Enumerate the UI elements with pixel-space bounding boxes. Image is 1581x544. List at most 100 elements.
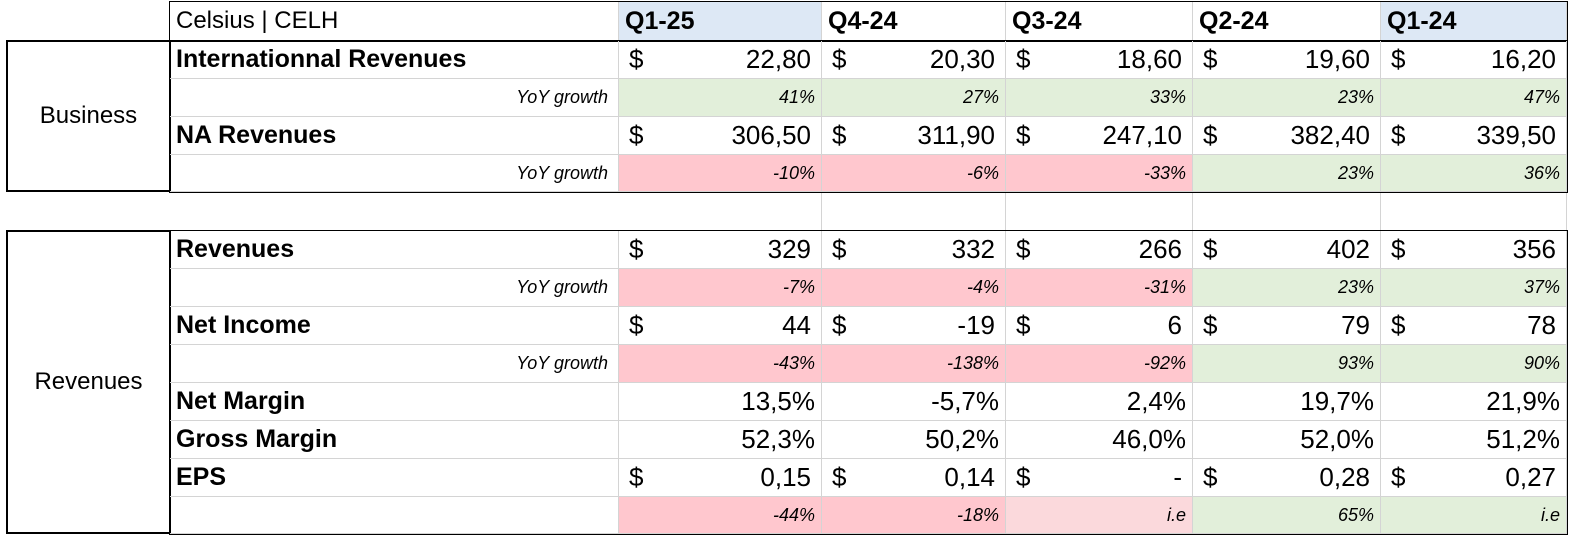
row-sublabel-yoy: YoY growth	[170, 155, 619, 192]
row-label-na-revenues: NA Revenues	[170, 117, 619, 155]
value: 20,30	[929, 44, 995, 74]
currency-symbol: $	[832, 234, 847, 264]
margin-cell: 21,9%	[1381, 383, 1567, 421]
value-cell: $20,30	[822, 41, 1006, 79]
currency-symbol: $	[1391, 310, 1406, 340]
growth-cell: 90%	[1381, 345, 1567, 383]
growth-cell: 33%	[1006, 79, 1193, 117]
value-cell: $356	[1381, 231, 1567, 269]
quarter-header: Q1-24	[1381, 2, 1567, 41]
margin-cell: 46,0%	[1006, 421, 1193, 459]
row-label-net-margin: Net Margin	[170, 383, 619, 421]
growth-cell: -4%	[822, 269, 1006, 307]
value: -	[1173, 462, 1182, 492]
currency-symbol: $	[832, 120, 847, 150]
value-cell: $0,14	[822, 459, 1006, 497]
value-cell: $19,60	[1193, 41, 1381, 79]
currency-symbol: $	[629, 310, 644, 340]
row-label-eps: EPS	[170, 459, 619, 497]
value: 18,60	[1116, 44, 1182, 74]
value-cell: $0,28	[1193, 459, 1381, 497]
quarter-header: Q3-24	[1006, 2, 1193, 41]
growth-cell: 41%	[619, 79, 822, 117]
currency-symbol: $	[832, 44, 847, 74]
row-sublabel-yoy: YoY growth	[170, 79, 619, 117]
growth-cell: -6%	[822, 155, 1006, 192]
growth-cell: -31%	[1006, 269, 1193, 307]
growth-cell: -43%	[619, 345, 822, 383]
value-cell: $332	[822, 231, 1006, 269]
currency-symbol: $	[629, 234, 644, 264]
margin-cell: 13,5%	[619, 383, 822, 421]
value: 16,20	[1490, 44, 1556, 74]
growth-cell: 47%	[1381, 79, 1567, 117]
value-cell: $382,40	[1193, 117, 1381, 155]
empty-cell	[1381, 192, 1567, 230]
value-cell: $ -	[1006, 459, 1193, 497]
value: 247,10	[1102, 120, 1182, 150]
currency-symbol: $	[832, 462, 847, 492]
growth-cell: -7%	[619, 269, 822, 307]
row-sublabel-yoy: YoY growth	[170, 269, 619, 307]
currency-symbol: $	[629, 462, 644, 492]
currency-symbol: $	[1203, 44, 1218, 74]
growth-cell: -33%	[1006, 155, 1193, 192]
margin-cell: -5,7%	[822, 383, 1006, 421]
value-cell: $0,27	[1381, 459, 1567, 497]
section-revenues: Revenues	[6, 230, 171, 534]
margin-cell: 19,7%	[1193, 383, 1381, 421]
value: 306,50	[731, 120, 811, 150]
value: 329	[767, 234, 811, 264]
currency-symbol: $	[1391, 462, 1406, 492]
value: 311,90	[917, 120, 995, 150]
growth-cell: 23%	[1193, 79, 1381, 117]
currency-symbol: $	[629, 120, 644, 150]
value: 6	[1167, 310, 1182, 340]
empty-cell	[1006, 192, 1193, 230]
value: -19	[957, 310, 995, 340]
currency-symbol: $	[1391, 234, 1406, 264]
value: 44	[782, 310, 811, 340]
margin-cell: 2,4%	[1006, 383, 1193, 421]
value: 0,15	[760, 462, 811, 492]
value-cell: $311,90	[822, 117, 1006, 155]
growth-cell: -138%	[822, 345, 1006, 383]
row-label-revenues: Revenues	[170, 231, 619, 269]
growth-cell: 27%	[822, 79, 1006, 117]
value-cell: $44	[619, 307, 822, 345]
currency-symbol: $	[1016, 310, 1031, 340]
value: 0,28	[1319, 462, 1370, 492]
section-business: Business	[6, 40, 171, 192]
currency-symbol: $	[1203, 310, 1218, 340]
currency-symbol: $	[1391, 44, 1406, 74]
growth-cell: i.e	[1006, 497, 1193, 534]
value: 19,60	[1304, 44, 1370, 74]
currency-symbol: $	[1203, 462, 1218, 492]
currency-symbol: $	[1016, 234, 1031, 264]
value-cell: $0,15	[619, 459, 822, 497]
currency-symbol: $	[1203, 120, 1218, 150]
value: 22,80	[745, 44, 811, 74]
margin-cell: 52,0%	[1193, 421, 1381, 459]
row-label-intl-revenues: Internationnal Revenues	[170, 41, 619, 79]
value-cell: $6	[1006, 307, 1193, 345]
currency-symbol: $	[1016, 462, 1031, 492]
value: 402	[1326, 234, 1370, 264]
value-cell: $18,60	[1006, 41, 1193, 79]
currency-symbol: $	[1016, 44, 1031, 74]
quarter-header: Q4-24	[822, 2, 1006, 41]
value-cell: $247,10	[1006, 117, 1193, 155]
value: 0,14	[944, 462, 995, 492]
value: 266	[1138, 234, 1182, 264]
value-cell: $79	[1193, 307, 1381, 345]
margin-cell: 51,2%	[1381, 421, 1567, 459]
empty-sublabel	[170, 497, 619, 534]
value-cell: $ -19	[822, 307, 1006, 345]
value-cell: $78	[1381, 307, 1567, 345]
quarter-header: Q1-25	[619, 2, 822, 41]
growth-cell: -92%	[1006, 345, 1193, 383]
growth-cell: -18%	[822, 497, 1006, 534]
growth-cell: 37%	[1381, 269, 1567, 307]
growth-cell: -44%	[619, 497, 822, 534]
growth-cell: -10%	[619, 155, 822, 192]
